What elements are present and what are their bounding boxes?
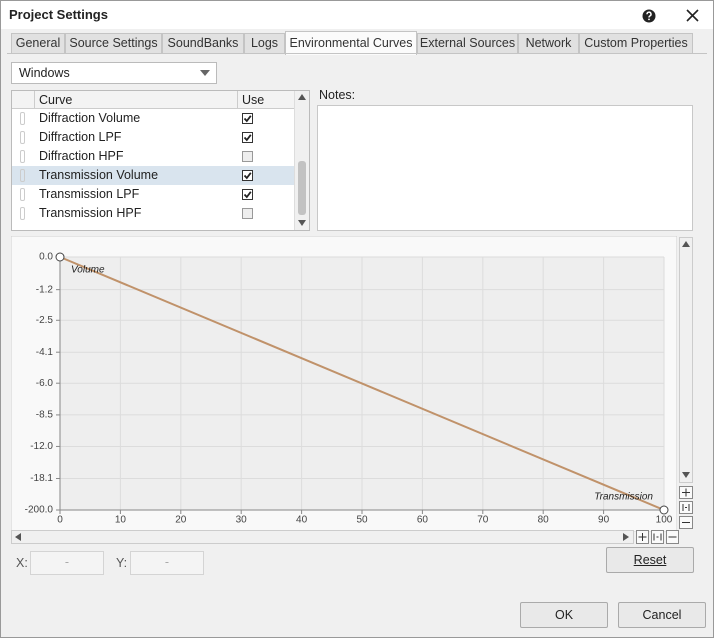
table-scrollbar[interactable] [294,91,309,230]
table-row[interactable]: Diffraction LPF [12,128,294,147]
cancel-button[interactable]: Cancel [618,602,706,628]
x-tick-label: 10 [115,515,127,526]
y-tick-label: -1.2 [36,284,54,295]
notes-label: Notes: [319,88,356,102]
zoom-buttons-horizontal[interactable] [636,530,679,544]
x-tick-label: 50 [356,515,368,526]
curve-name: Transmission HPF [39,206,142,220]
y-tick-label: -200.0 [25,505,54,516]
y-tick-label: -12.0 [30,441,53,452]
window-title: Project Settings [9,7,108,22]
table-header: Curve Use [12,91,294,109]
title-bar: Project Settings [1,1,713,29]
use-checkbox[interactable] [242,151,253,162]
curve-name: Transmission LPF [39,187,140,201]
drag-handle [20,150,25,163]
y-axis-label: Volume [71,265,105,276]
use-checkbox[interactable] [242,113,253,124]
platform-dropdown[interactable]: Windows [11,62,217,84]
x-axis-label: Transmission [594,492,653,503]
y-tick-label: 0.0 [39,252,53,263]
dropdown-arrow [200,70,210,76]
drag-handle [20,112,25,125]
table-row[interactable]: Diffraction Volume [12,109,294,128]
table-row[interactable]: Transmission LPF [12,185,294,204]
tab[interactable]: SoundBanks [162,33,244,54]
curve-name: Diffraction LPF [39,130,122,144]
curve-point[interactable] [55,252,65,262]
x-field-label: X: [16,556,28,570]
notes-textarea[interactable] [317,105,693,231]
curve-table: Curve Use Diffraction Volume Diffraction … [11,90,310,231]
curve-line [59,256,665,511]
y-tick-label: -4.1 [36,347,54,358]
y-field[interactable]: - [130,551,204,575]
x-tick-label: 60 [417,515,429,526]
y-tick-label: -8.5 [36,410,54,421]
x-tick-label: 90 [598,515,610,526]
curve-name: Transmission Volume [39,168,159,182]
zoom-buttons-vertical[interactable] [679,486,693,529]
use-checkbox[interactable] [242,208,253,219]
use-checkbox[interactable] [242,132,253,143]
table-body: Diffraction Volume Diffraction LPF Diffrac… [12,109,294,229]
x-field[interactable]: - [30,551,104,575]
horizontal-scrollbar[interactable] [11,530,634,544]
x-tick-label: 0 [57,515,63,526]
table-row[interactable]: Diffraction HPF [12,147,294,166]
vertical-scrollbar[interactable] [679,237,693,483]
y-tick-label: -6.0 [36,378,54,389]
tab[interactable]: Network [518,33,579,54]
reset-button[interactable]: Reset [606,547,694,573]
tab[interactable]: Custom Properties [579,33,693,54]
column-header[interactable]: Curve [39,93,73,107]
x-tick-label: 40 [296,515,308,526]
curve-chart: 0 10 20 30 40 50 60 70 80 90 100 0.0 -1.2 -2.5 -4.1 -6.… [11,236,677,532]
help-button[interactable] [642,9,656,23]
y-field-label: Y: [116,556,128,570]
tab[interactable]: General [11,33,65,54]
tab[interactable]: Source Settings [65,33,162,54]
table-row[interactable]: Transmission HPF [12,204,294,223]
drag-handle [20,131,25,144]
column-header[interactable]: Use [242,93,265,107]
ok-button[interactable]: OK [520,602,608,628]
drag-handle [20,169,25,182]
dropdown-value: Windows [19,66,70,80]
close-button[interactable] [686,9,699,22]
tab[interactable]: Environmental Curves [285,31,417,55]
table-row[interactable]: Transmission Volume [12,166,294,185]
drag-handle [20,188,25,201]
use-checkbox[interactable] [242,189,253,200]
x-tick-label: 70 [477,515,489,526]
x-tick-label: 100 [656,515,673,526]
x-tick-label: 30 [236,515,248,526]
use-checkbox[interactable] [242,170,253,181]
x-tick-label: 80 [538,515,550,526]
y-tick-label: -18.1 [30,473,53,484]
drag-handle [20,207,25,220]
curve-name: Diffraction Volume [39,111,141,125]
y-tick-label: -2.5 [36,315,54,326]
tab[interactable]: Logs [244,33,285,54]
tab[interactable]: External Sources [417,33,518,54]
curve-point[interactable] [659,505,669,515]
x-tick-label: 20 [175,515,187,526]
tab-border [7,53,707,54]
curve-name: Diffraction HPF [39,149,124,163]
